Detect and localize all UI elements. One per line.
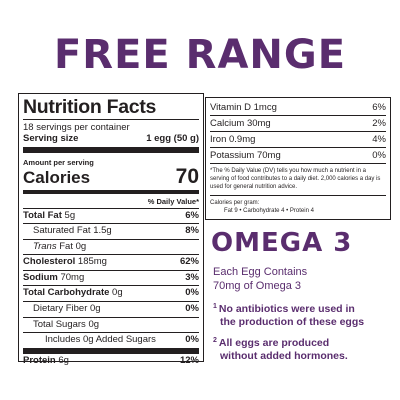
vitamin-rows: Vitamin D 1mcg 6% Calcium 30mg 2% Iron 0.9mg… xyxy=(210,100,386,164)
vitamin-label: Potassium 70mg xyxy=(210,150,281,161)
claim-text: No antibiotics were used in xyxy=(218,303,355,315)
nutrient-dv: 12% xyxy=(179,354,199,366)
nutrient-label: Total Carbohydrate xyxy=(23,287,110,299)
nutrient-name-cell: Dietary Fiber 0g xyxy=(23,302,101,317)
nutrient-amount: 0g xyxy=(90,303,101,315)
nutrient-amount: 0g xyxy=(112,287,123,299)
nutrient-label: Saturated Fat xyxy=(33,225,91,237)
amount-per-serving: Amount per serving xyxy=(23,158,94,167)
nutrient-name-cell: Includes 0g Added Sugars xyxy=(23,333,156,348)
nutrient-row: Total Fat 5g 6% xyxy=(23,207,199,224)
calories-value: 70 xyxy=(175,165,199,188)
nutrient-amount: 70mg xyxy=(60,271,85,283)
nutrient-dv: 0% xyxy=(185,303,199,315)
nutrient-name-cell: Trans Fat 0g xyxy=(23,240,86,255)
nutrient-row: Trans Fat 0g xyxy=(23,238,199,255)
nutrient-amount: 5g xyxy=(64,209,76,221)
nutrient-row: Includes 0g Added Sugars 0% xyxy=(23,332,199,348)
claim-line: without added hormones. xyxy=(220,350,348,362)
nutrient-dv: 0% xyxy=(185,334,199,346)
nutrition-heading: Nutrition Facts xyxy=(23,96,157,118)
claim-line: 2 All eggs are produced xyxy=(213,334,348,350)
vitamin-label: Iron 0.9mg xyxy=(210,134,256,145)
nutrient-row: Protein 6g 12% xyxy=(23,347,199,369)
vitamin-dv: 2% xyxy=(372,118,386,129)
nutrient-amount: Fat 0g xyxy=(59,240,87,252)
serving-size-label: Serving size xyxy=(23,133,79,144)
nutrient-label: Cholesterol xyxy=(23,256,76,268)
nutrient-label: Total Sugars xyxy=(33,318,86,330)
vitamin-row: Vitamin D 1mcg 6% xyxy=(210,100,386,116)
nutrient-label: Trans xyxy=(33,240,57,252)
nutrient-row: Dietary Fiber 0g 0% xyxy=(23,301,199,317)
nutrient-name-cell: Total Carbohydrate 0g xyxy=(23,286,123,301)
calories-per-gram: Calories per gram: xyxy=(210,200,260,206)
nutrient-label: Includes 0g Added Sugars xyxy=(45,334,156,346)
nutrient-amount: 0g xyxy=(88,318,100,330)
nutrient-amount: 185mg xyxy=(77,256,107,268)
dv-header: % Daily Value* xyxy=(147,196,199,206)
nutrient-dv: 8% xyxy=(185,225,199,237)
omega-heading: OMEGA 3 xyxy=(211,228,353,258)
vitamin-row: Calcium 30mg 2% xyxy=(210,116,386,132)
claim-marker: 2 xyxy=(213,337,217,344)
claim-text: All eggs are produced xyxy=(218,337,330,349)
brand-title: FREE RANGE xyxy=(53,32,347,78)
nutrient-name-cell: Protein 6g xyxy=(23,354,69,369)
calories-label: Calories xyxy=(23,168,91,187)
nutrient-label: Protein xyxy=(23,354,56,366)
vitamin-panel: Vitamin D 1mcg 6% Calcium 30mg 2% Iron 0.9mg… xyxy=(205,97,391,220)
nutrient-name-cell: Saturated Fat 1.5g xyxy=(23,224,112,239)
servings: 18 servings per container xyxy=(23,122,130,133)
calories-per-gram-values: Fat 9 • Carbohydrate 4 • Protein 4 xyxy=(224,208,314,214)
nutrient-row: Total Sugars 0g xyxy=(23,316,199,333)
nutrient-row: Saturated Fat 1.5g 8% xyxy=(23,223,199,239)
nutrient-dv: 6% xyxy=(185,209,199,221)
vitamin-label: Vitamin D 1mcg xyxy=(210,102,277,113)
nutrient-amount: 1.5g xyxy=(93,225,112,237)
vitamin-dv: 4% xyxy=(372,134,386,145)
vitamin-dv: 0% xyxy=(372,150,386,161)
nutrient-row: Total Carbohydrate 0g 0% xyxy=(23,285,199,301)
omega-text: Each Egg Contains 70mg of Omega 3 xyxy=(213,265,307,293)
nutrient-label: Total Fat xyxy=(23,209,62,221)
nutrient-label: Sodium xyxy=(23,271,58,283)
claim-marker: 1 xyxy=(213,303,217,310)
vitamin-dv: 6% xyxy=(372,102,386,113)
claim-line: the production of these eggs xyxy=(220,316,365,328)
vitamin-row: Potassium 70mg 0% xyxy=(210,148,386,164)
nutrient-dv: 3% xyxy=(185,271,199,283)
nutrient-row: Sodium 70mg 3% xyxy=(23,269,199,286)
nutrient-row: Cholesterol 185mg 62% xyxy=(23,254,199,270)
vitamin-label: Calcium 30mg xyxy=(210,118,271,129)
nutrient-amount: 6g xyxy=(58,354,69,366)
nutrient-name-cell: Total Sugars 0g xyxy=(23,318,99,333)
nutrient-name-cell: Sodium 70mg xyxy=(23,271,84,286)
vitamin-row: Iron 0.9mg 4% xyxy=(210,132,386,148)
serving-size: 1 egg (50 g) xyxy=(146,133,199,144)
claim-line: 1 No antibiotics were used in xyxy=(213,300,364,316)
claim-note: 1 No antibiotics were used in the producti… xyxy=(213,300,364,329)
nutrient-dv: 62% xyxy=(179,256,199,268)
nutrient-name-cell: Cholesterol 185mg xyxy=(23,255,107,270)
dv-footnote: *The % Daily Value (DV) tells you how mu… xyxy=(210,167,386,196)
nutrition-facts: Nutrition Facts 18 servings per containe… xyxy=(18,93,204,366)
nutrient-rows: Total Fat 5g 6% Saturated Fat 1.5g 8% Trans … xyxy=(23,207,199,369)
nutrient-name-cell: Total Fat 5g xyxy=(23,209,75,224)
omega-line: Each Egg Contains xyxy=(213,266,308,278)
omega-line: 70mg of Omega 3 xyxy=(213,280,302,292)
claim-note: 2 All eggs are produced without added horm… xyxy=(213,334,348,363)
nutrient-dv: 0% xyxy=(185,287,199,299)
nutrient-label: Dietary Fiber xyxy=(33,303,88,315)
